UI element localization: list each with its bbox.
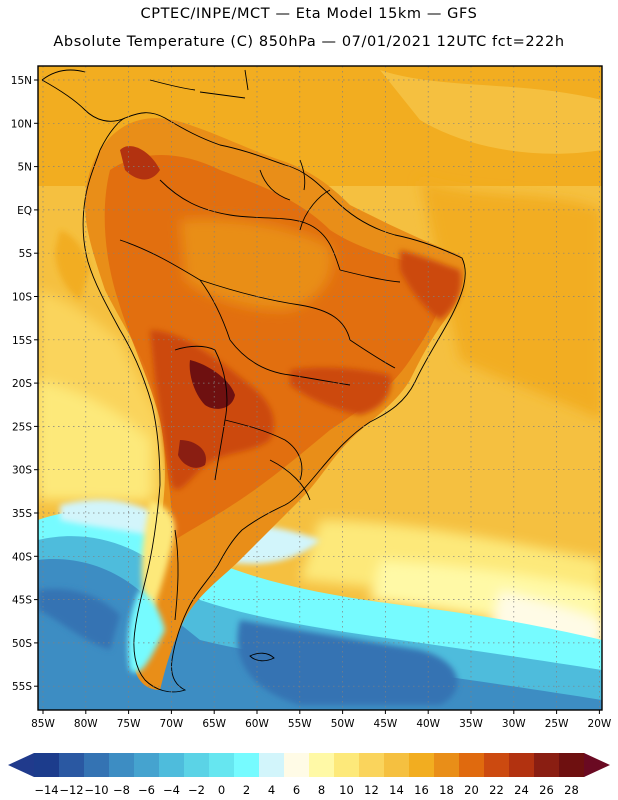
colorbar-label: −8 — [113, 783, 130, 797]
colorbar-label: 28 — [564, 783, 579, 797]
latitude-labels: 15N 10N 5N EQ 5S 10S 15S 20S 25S 30S 35S 40S 45S 50S 5… — [11, 75, 38, 693]
lat-label: 25S — [12, 421, 32, 433]
lat-label: 55S — [12, 681, 32, 693]
lon-label: 30W — [502, 718, 526, 730]
lat-label: 30S — [12, 465, 32, 477]
lat-label: 35S — [12, 508, 32, 520]
colorbar-high-arrow — [584, 753, 610, 777]
colorbar-swatches — [34, 753, 585, 777]
colorbar-swatch — [109, 753, 135, 777]
lon-label: 85W — [31, 718, 55, 730]
colorbar-label: 24 — [514, 783, 529, 797]
lat-label: 10N — [11, 118, 32, 130]
colorbar-swatch — [234, 753, 260, 777]
colorbar-swatch — [559, 753, 585, 777]
lon-label: 65W — [202, 718, 226, 730]
lon-label: 40W — [416, 718, 440, 730]
lon-label: 60W — [245, 718, 269, 730]
lon-label: 35W — [459, 718, 483, 730]
temperature-map: 15N 10N 5N EQ 5S 10S 15S 20S 25S 30S 35S 40S 45S 50S 5… — [11, 65, 612, 730]
colorbar-label: 2 — [243, 783, 250, 797]
colorbar-swatch — [509, 753, 535, 777]
lat-label: 15N — [11, 75, 32, 87]
lat-label: 15S — [12, 335, 32, 347]
colorbar-label: 18 — [439, 783, 454, 797]
colorbar-swatch — [459, 753, 485, 777]
colorbar-label: −4 — [163, 783, 180, 797]
colorbar-low-arrow — [8, 753, 34, 777]
colorbar-label: −2 — [188, 783, 205, 797]
lon-label: 70W — [160, 718, 184, 730]
colorbar-label: −12 — [59, 783, 83, 797]
colorbar-swatch — [159, 753, 185, 777]
colorbar: −14 −12 −10 −8 −6 −4 −2 0 2 4 6 8 10 12 14 16 18 20 22 24 26… — [8, 753, 610, 797]
colorbar-label: 0 — [218, 783, 225, 797]
map-frame — [37, 65, 603, 711]
colorbar-swatch — [434, 753, 460, 777]
colorbar-label: 16 — [414, 783, 429, 797]
lat-label: 10S — [12, 292, 32, 304]
lat-label: 45S — [12, 595, 32, 607]
lon-label: 80W — [74, 718, 98, 730]
colorbar-swatch — [209, 753, 235, 777]
colorbar-label: 14 — [389, 783, 404, 797]
colorbar-swatch — [534, 753, 560, 777]
lon-label: 50W — [331, 718, 355, 730]
colorbar-swatch — [359, 753, 385, 777]
lon-label: 75W — [117, 718, 141, 730]
colorbar-label: 20 — [464, 783, 479, 797]
colorbar-swatch — [384, 753, 410, 777]
lat-label: 50S — [12, 638, 32, 650]
colorbar-swatch — [334, 753, 360, 777]
colorbar-swatch — [59, 753, 85, 777]
colorbar-swatch — [484, 753, 510, 777]
colorbar-label: −6 — [138, 783, 155, 797]
colorbar-swatch — [409, 753, 435, 777]
lon-label: 45W — [374, 718, 398, 730]
colorbar-swatch — [84, 753, 110, 777]
colorbar-label: 8 — [318, 783, 325, 797]
lon-label: 25W — [545, 718, 569, 730]
lat-label: 20S — [12, 378, 32, 390]
lat-lon-grid — [38, 66, 602, 710]
map-title-line1: CPTEC/INPE/MCT — Eta Model 15km — GFS — [140, 6, 478, 22]
colorbar-label: 22 — [489, 783, 504, 797]
temperature-field — [38, 66, 602, 710]
lat-label: EQ — [17, 205, 32, 217]
colorbar-label: 26 — [539, 783, 554, 797]
colorbar-label: 4 — [268, 783, 275, 797]
coastlines — [41, 69, 466, 693]
colorbar-swatch — [184, 753, 210, 777]
colorbar-swatch — [309, 753, 335, 777]
lon-label: 20W — [588, 718, 612, 730]
colorbar-label: −10 — [84, 783, 108, 797]
colorbar-label: 12 — [364, 783, 379, 797]
colorbar-labels: −14 −12 −10 −8 −6 −4 −2 0 2 4 6 8 10 12 14 16 18 20 22 24 26… — [34, 783, 578, 797]
colorbar-label: 6 — [293, 783, 300, 797]
longitude-labels: 85W 80W 75W 70W 65W 60W 55W 50W 45W 40W 35W 30W 25W 2… — [31, 710, 612, 730]
colorbar-label: −14 — [34, 783, 58, 797]
lat-label: 5S — [19, 248, 33, 260]
colorbar-swatch — [134, 753, 160, 777]
colorbar-label: 10 — [339, 783, 354, 797]
lat-label: 40S — [12, 551, 32, 563]
lon-label: 55W — [288, 718, 312, 730]
lat-label: 5N — [17, 162, 32, 174]
colorbar-swatch — [284, 753, 310, 777]
colorbar-swatch — [259, 753, 285, 777]
map-title-line2: Absolute Temperature (C) 850hPa — 07/01/… — [53, 34, 565, 50]
colorbar-swatch — [34, 753, 60, 777]
